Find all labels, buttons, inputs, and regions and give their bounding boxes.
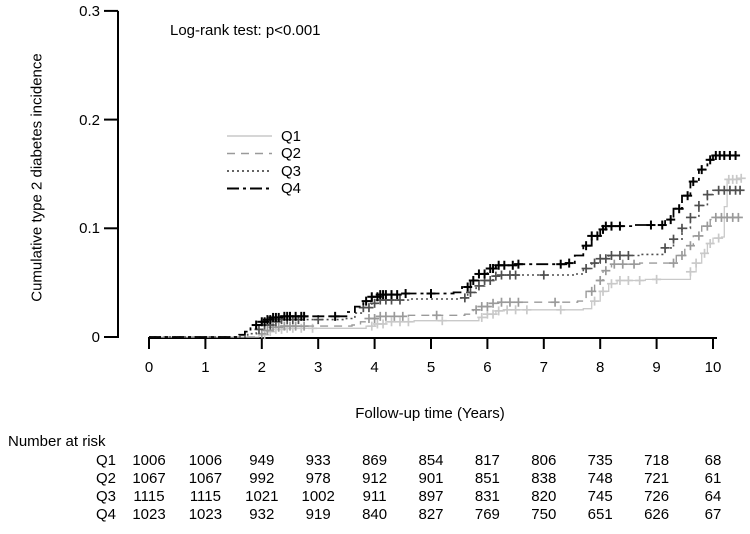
risk-cell: 949 — [249, 452, 275, 469]
risk-row-label-q4: Q4 — [95, 506, 116, 523]
risk-cell: 769 — [474, 506, 500, 523]
risk-cell: 1115 — [133, 488, 165, 505]
risk-row-label-q1: Q1 — [95, 452, 116, 469]
y-tick-label: 0 — [91, 329, 100, 346]
risk-cell: 933 — [305, 452, 331, 469]
risk-cell: 1006 — [188, 452, 223, 469]
risk-cell: 932 — [249, 506, 275, 523]
curve-q4 — [149, 154, 742, 338]
legend-label-q1: Q1 — [281, 127, 302, 145]
risk-cell: 1115 — [189, 488, 221, 505]
risk-row-label-q3: Q3 — [95, 488, 116, 505]
risk-cell: 820 — [531, 488, 557, 505]
risk-cell: 992 — [249, 470, 275, 487]
risk-cell: 897 — [418, 488, 444, 505]
legend-label-q3: Q3 — [281, 162, 302, 180]
risk-cell: 806 — [531, 452, 557, 469]
y-axis-title: Cumulative type 2 diabetes incidence — [28, 53, 46, 302]
risk-cell: 735 — [587, 452, 613, 469]
risk-cell: 851 — [474, 470, 500, 487]
x-tick-label: 6 — [483, 359, 492, 376]
logrank-annotation: Log-rank test: p<0.001 — [170, 22, 321, 39]
x-tick-label: 0 — [144, 359, 154, 376]
risk-cell: 1002 — [301, 488, 335, 505]
risk-cell: 726 — [644, 488, 670, 505]
risk-cell: 912 — [362, 470, 388, 487]
x-tick-label: 7 — [539, 359, 548, 376]
risk-cell: 750 — [531, 506, 557, 523]
curve-q1 — [149, 178, 742, 338]
risk-cell: 854 — [418, 452, 444, 469]
risk-cell: 61 — [704, 470, 722, 487]
risk-cell: 840 — [362, 506, 388, 523]
x-tick-label: 9 — [652, 359, 661, 376]
risk-cell: 831 — [474, 488, 500, 505]
risk-cell: 838 — [531, 470, 557, 487]
x-tick-label: 5 — [426, 359, 436, 376]
risk-cell: 901 — [418, 470, 444, 487]
y-tick-label: 0.2 — [79, 111, 100, 129]
risk-cell: 1023 — [132, 506, 166, 523]
legend-label-q2: Q2 — [281, 145, 302, 162]
risk-cell: 721 — [644, 470, 670, 487]
risk-cell: 1021 — [245, 488, 279, 505]
x-axis-title: Follow-up time (Years) — [355, 405, 505, 422]
risk-cell: 64 — [704, 488, 722, 505]
y-tick-label: 0.3 — [79, 2, 100, 20]
risk-cell: 1006 — [132, 452, 166, 469]
risk-row-label-q2: Q2 — [95, 470, 116, 487]
legend-label-q4: Q4 — [281, 180, 302, 197]
number-at-risk-header: Number at risk — [8, 433, 106, 450]
risk-cell: 67 — [704, 506, 722, 523]
risk-cell: 745 — [587, 488, 613, 505]
risk-cell: 919 — [305, 506, 331, 523]
x-tick-label: 1 — [201, 359, 210, 376]
x-tick-label: 3 — [314, 359, 323, 376]
risk-cell: 869 — [362, 452, 388, 469]
curve-q2 — [149, 216, 742, 338]
x-tick-label: 10 — [704, 359, 722, 376]
risk-cell: 1023 — [188, 506, 223, 523]
risk-cell: 651 — [587, 506, 613, 523]
x-tick-label: 2 — [257, 359, 266, 376]
risk-cell: 718 — [644, 452, 670, 469]
y-tick-label: 0.1 — [79, 220, 100, 238]
risk-cell: 1067 — [188, 470, 223, 487]
risk-cell: 748 — [587, 470, 613, 487]
risk-cell: 626 — [644, 506, 670, 523]
risk-cell: 978 — [305, 470, 331, 487]
risk-cell: 827 — [418, 506, 444, 523]
x-tick-label: 4 — [370, 359, 379, 376]
risk-cell: 1067 — [132, 470, 166, 487]
risk-cell: 911 — [362, 488, 387, 505]
risk-cell: 817 — [474, 452, 500, 469]
risk-cell: 68 — [704, 452, 722, 469]
x-tick-label: 8 — [596, 359, 605, 376]
